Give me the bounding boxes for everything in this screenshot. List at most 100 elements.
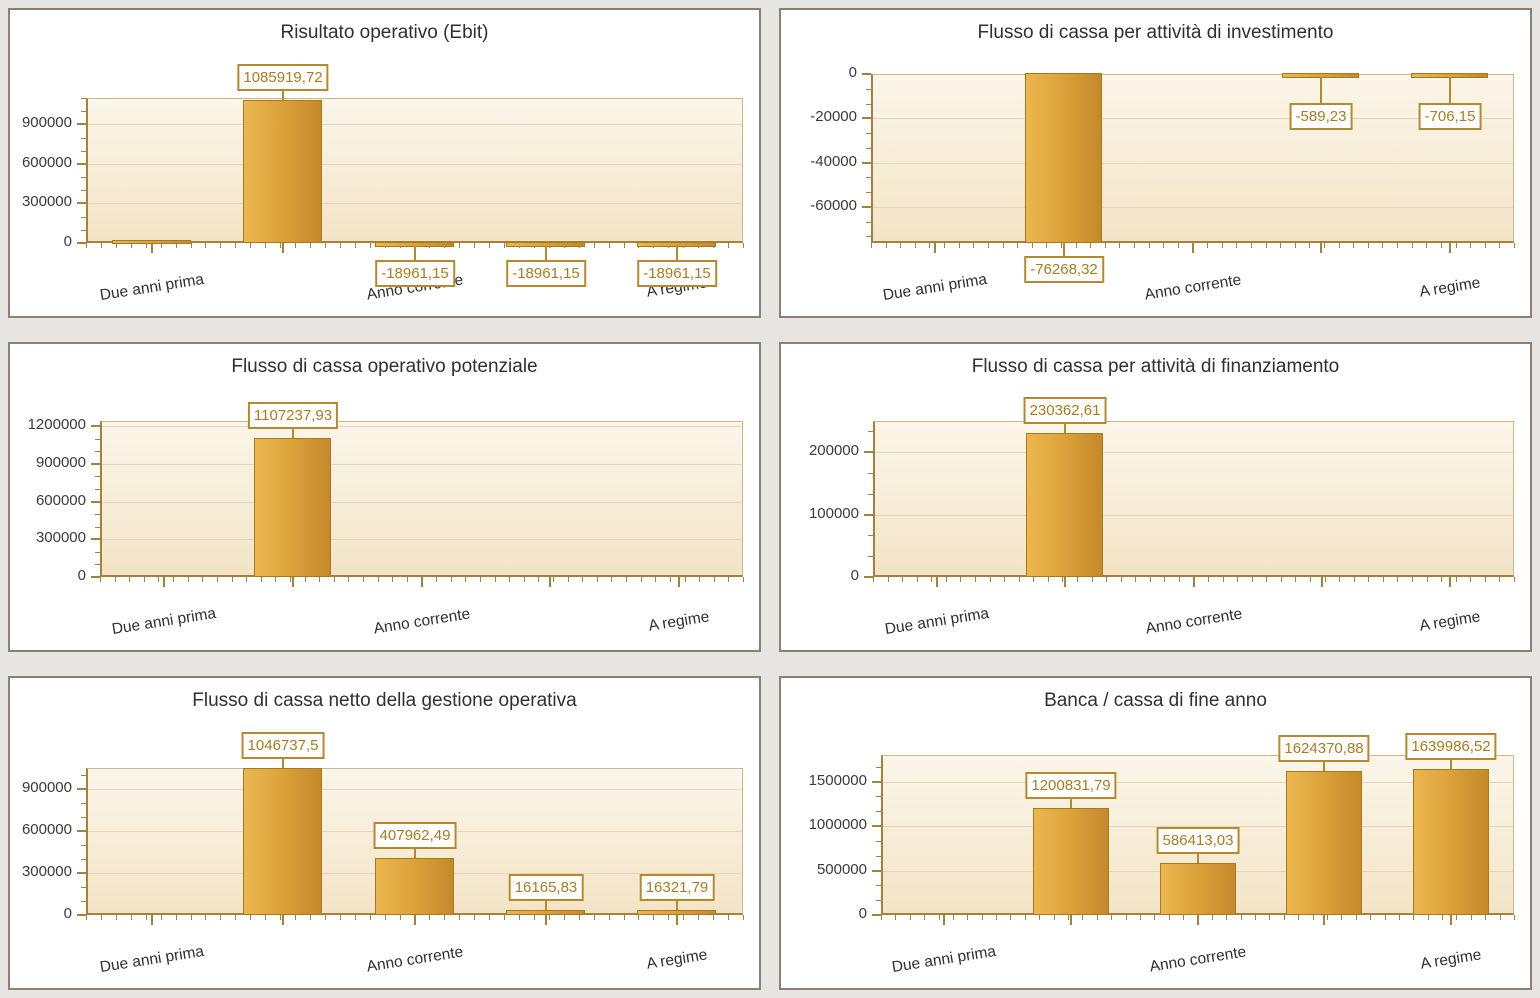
y-minor-tick: [81, 177, 86, 178]
x-category-label: A regime: [1418, 608, 1482, 635]
x-minor-tick: [265, 243, 266, 248]
x-major-tick: [421, 577, 423, 587]
y-minor-tick: [868, 556, 873, 557]
x-minor-tick: [1046, 243, 1047, 248]
y-minor-tick: [876, 900, 881, 901]
x-minor-tick: [743, 915, 744, 920]
y-axis-label: 900000: [21, 114, 72, 131]
x-minor-tick: [1470, 243, 1471, 248]
x-minor-tick: [1456, 243, 1457, 248]
x-category-label: Due anni prima: [883, 604, 991, 639]
x-minor-tick: [235, 915, 236, 920]
x-minor-tick: [1119, 243, 1120, 248]
y-gridline: [88, 124, 742, 125]
x-minor-tick: [1426, 243, 1427, 248]
x-minor-tick: [564, 915, 565, 920]
y-major-tick: [862, 117, 871, 119]
x-major-tick: [163, 577, 165, 587]
x-minor-tick: [1236, 243, 1237, 248]
chart-title: Flusso di cassa netto della gestione ope…: [192, 690, 577, 711]
x-minor-tick: [1428, 915, 1429, 920]
plot-area: [873, 421, 1514, 577]
y-axis-label: 600000: [35, 492, 86, 509]
x-minor-tick: [1082, 915, 1083, 920]
x-minor-tick: [378, 577, 379, 582]
x-minor-tick: [235, 243, 236, 248]
x-minor-tick: [1499, 243, 1500, 248]
y-axis-label: 900000: [35, 454, 86, 471]
bar: [254, 438, 331, 577]
x-minor-tick: [1134, 243, 1135, 248]
bar: [112, 240, 191, 244]
x-minor-tick: [611, 577, 612, 582]
x-minor-tick: [924, 915, 925, 920]
bar: [506, 910, 585, 915]
y-major-tick: [77, 872, 86, 874]
x-minor-tick: [1310, 577, 1311, 582]
x-minor-tick: [115, 577, 116, 582]
x-minor-tick: [444, 915, 445, 920]
y-major-tick: [91, 425, 100, 427]
y-major-tick: [91, 463, 100, 465]
y-minor-tick: [81, 845, 86, 846]
chart-panel-2: Flusso di cassa per attività di investim…: [779, 8, 1532, 318]
x-minor-tick: [176, 915, 177, 920]
x-minor-tick: [429, 915, 430, 920]
x-minor-tick: [1149, 243, 1150, 248]
x-minor-tick: [202, 577, 203, 582]
y-axis-label: 1000000: [808, 816, 867, 833]
plot-area: [100, 421, 743, 577]
label-leader-line: [545, 900, 547, 910]
value-label: 16165,83: [508, 874, 584, 901]
x-minor-tick: [915, 243, 916, 248]
y-minor-tick: [81, 859, 86, 860]
y-axis-label: 0: [63, 233, 72, 250]
y-major-tick: [77, 830, 86, 832]
y-gridline: [102, 502, 742, 503]
y-major-tick: [91, 538, 100, 540]
bar: [637, 910, 716, 915]
y-major-tick: [77, 163, 86, 165]
x-minor-tick: [1266, 577, 1267, 582]
x-minor-tick: [929, 243, 930, 248]
x-minor-tick: [131, 243, 132, 248]
x-minor-tick: [325, 243, 326, 248]
value-label: -18961,15: [375, 260, 455, 287]
y-gridline: [873, 118, 1513, 119]
x-minor-tick: [116, 243, 117, 248]
x-minor-tick: [1284, 915, 1285, 920]
y-major-tick: [864, 451, 873, 453]
y-axis-label: 1500000: [808, 772, 867, 789]
x-minor-tick: [1368, 243, 1369, 248]
x-minor-tick: [698, 915, 699, 920]
y-minor-tick: [95, 564, 100, 565]
x-minor-tick: [895, 915, 896, 920]
x-minor-tick: [743, 577, 744, 582]
x-minor-tick: [524, 577, 525, 582]
label-leader-line: [1323, 761, 1325, 771]
x-minor-tick: [1514, 915, 1515, 920]
x-minor-tick: [1105, 243, 1106, 248]
x-minor-tick: [1222, 243, 1223, 248]
x-minor-tick: [504, 243, 505, 248]
x-category-label: Due anni prima: [98, 270, 206, 305]
y-minor-tick: [876, 811, 881, 812]
y-minor-tick: [95, 552, 100, 553]
x-category-label: Anno corrente: [1143, 271, 1243, 304]
y-minor-tick: [866, 236, 871, 237]
x-minor-tick: [1092, 577, 1093, 582]
x-category-label: A regime: [1419, 946, 1483, 973]
y-axis-label: 300000: [21, 193, 72, 210]
y-minor-tick: [868, 473, 873, 474]
x-minor-tick: [400, 915, 401, 920]
x-minor-tick: [1048, 577, 1049, 582]
x-minor-tick: [217, 577, 218, 582]
bar: [1025, 73, 1102, 243]
x-minor-tick: [699, 577, 700, 582]
x-minor-tick: [474, 243, 475, 248]
x-minor-tick: [1280, 243, 1281, 248]
y-minor-tick: [95, 439, 100, 440]
bar: [1033, 808, 1109, 915]
y-gridline: [873, 163, 1513, 164]
value-label: 1639986,52: [1405, 733, 1497, 760]
